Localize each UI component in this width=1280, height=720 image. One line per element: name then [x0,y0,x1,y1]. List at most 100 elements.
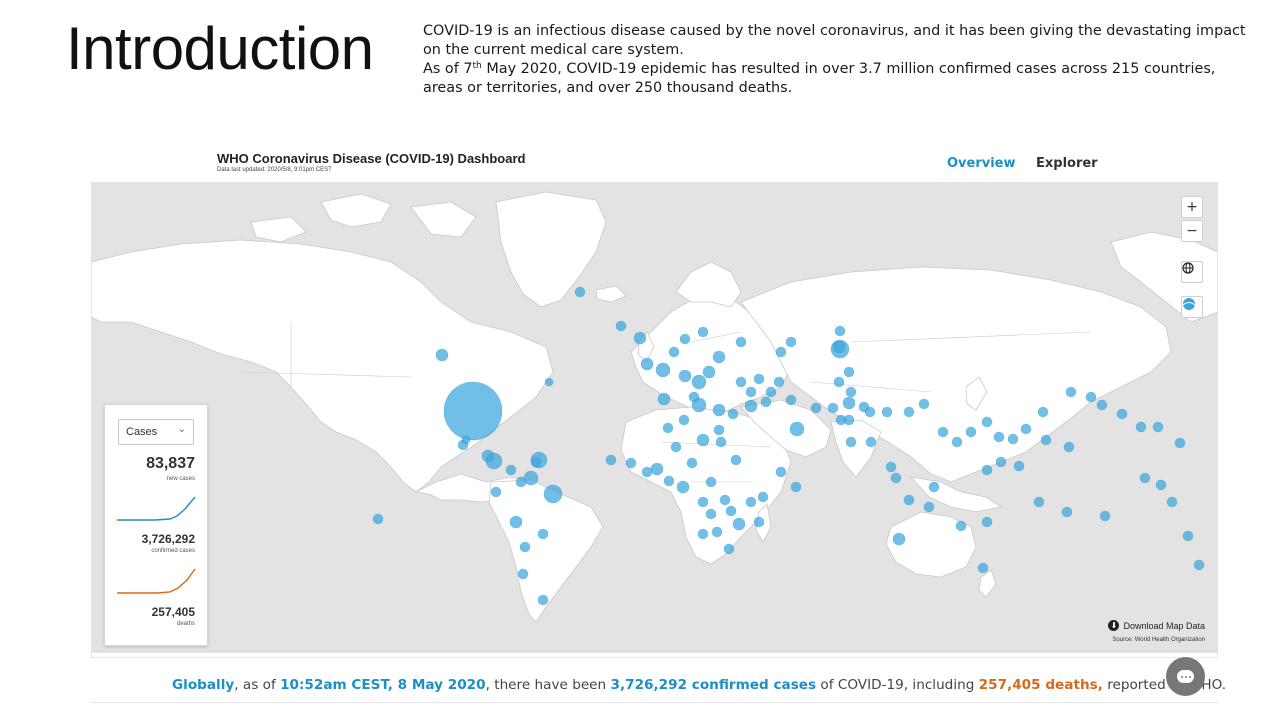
case-bubble[interactable] [775,466,787,478]
case-bubble[interactable] [515,476,527,488]
case-bubble[interactable] [1166,496,1178,508]
case-bubble[interactable] [892,532,906,546]
case-bubble[interactable] [937,426,949,438]
case-bubble[interactable] [1096,399,1108,411]
nav-overview-link[interactable]: Overview [947,156,1016,171]
case-bubble[interactable] [918,398,930,410]
case-bubble[interactable] [981,464,993,476]
case-bubble[interactable] [753,373,765,385]
case-bubble[interactable] [702,365,716,379]
case-bubble[interactable] [712,350,726,364]
case-bubble[interactable] [928,481,940,493]
case-bubble[interactable] [544,377,554,387]
case-bubble[interactable] [1152,421,1164,433]
case-bubble[interactable] [745,386,757,398]
case-bubble[interactable] [1065,386,1077,398]
case-bubble[interactable] [981,416,993,428]
case-bubble[interactable] [760,396,772,408]
case-bubble[interactable] [605,454,617,466]
case-bubble[interactable] [711,526,723,538]
case-bubble[interactable] [790,481,802,493]
globe-button[interactable] [1181,261,1203,283]
case-bubble[interactable] [537,528,549,540]
case-bubble[interactable] [757,491,769,503]
case-bubble[interactable] [993,431,1005,443]
case-bubble[interactable] [1037,406,1049,418]
case-bubble[interactable] [640,357,654,371]
case-bubble[interactable] [865,436,877,448]
case-bubble[interactable] [834,325,846,337]
case-bubble[interactable] [678,369,692,383]
case-bubble[interactable] [723,543,735,555]
case-bubble[interactable] [730,454,742,466]
case-bubble[interactable] [676,480,690,494]
case-bubble[interactable] [744,399,758,413]
case-bubble[interactable] [443,381,503,441]
case-bubble[interactable] [697,528,709,540]
case-bubble[interactable] [1139,472,1151,484]
case-bubble[interactable] [633,331,647,345]
case-bubble[interactable] [662,422,674,434]
case-bubble[interactable] [789,421,805,437]
case-bubble[interactable] [885,461,897,473]
case-bubble[interactable] [981,516,993,528]
case-bubble[interactable] [843,366,855,378]
case-bubble[interactable] [530,456,542,468]
case-bubble[interactable] [775,346,787,358]
case-bubble[interactable] [712,403,726,417]
case-bubble[interactable] [845,436,857,448]
case-bubble[interactable] [785,394,797,406]
case-bubble[interactable] [827,402,839,414]
case-bubble[interactable] [485,452,503,470]
case-bubble[interactable] [765,386,777,398]
zoom-out-button[interactable]: − [1181,220,1203,242]
download-map-data-button[interactable]: ⬇ Download Map Data [1108,620,1205,631]
case-bubble[interactable] [650,462,664,476]
case-bubble[interactable] [435,348,449,362]
case-bubble[interactable] [641,466,653,478]
case-bubble[interactable] [657,392,671,406]
case-bubble[interactable] [719,494,731,506]
case-bubble[interactable] [663,475,675,487]
chat-button[interactable] [1166,657,1205,696]
case-bubble[interactable] [509,515,523,529]
case-bubble[interactable] [574,286,586,298]
case-bubble[interactable] [773,376,785,388]
case-bubble[interactable] [735,336,747,348]
case-bubble[interactable] [705,508,717,520]
case-bubble[interactable] [842,396,856,410]
case-bubble[interactable] [1061,506,1073,518]
case-bubble[interactable] [727,408,739,420]
case-bubble[interactable] [1033,496,1045,508]
case-bubble[interactable] [810,402,822,414]
case-bubble[interactable] [890,472,902,484]
case-bubble[interactable] [955,520,967,532]
case-bubble[interactable] [1174,437,1186,449]
case-bubble[interactable] [753,516,765,528]
case-bubble[interactable] [705,476,717,488]
case-bubble[interactable] [668,346,680,358]
case-bubble[interactable] [1193,559,1205,571]
case-bubble[interactable] [977,562,989,574]
case-bubble[interactable] [1155,479,1167,491]
case-bubble[interactable] [745,496,757,508]
case-bubble[interactable] [923,501,935,513]
case-bubble[interactable] [697,496,709,508]
case-bubble[interactable] [725,505,737,517]
case-bubble[interactable] [490,486,502,498]
case-bubble[interactable] [785,336,797,348]
case-bubble[interactable] [537,594,549,606]
case-bubble[interactable] [655,362,671,378]
case-bubble[interactable] [951,436,963,448]
case-bubble[interactable] [678,414,690,426]
case-bubble[interactable] [691,374,707,390]
case-bubble[interactable] [1116,408,1128,420]
case-bubble[interactable] [715,436,727,448]
layers-button[interactable] [1181,296,1203,318]
map-canvas[interactable] [91,182,1218,658]
case-bubble[interactable] [517,568,529,580]
case-bubble[interactable] [615,320,627,332]
case-bubble[interactable] [1099,510,1111,522]
case-bubble[interactable] [1182,530,1194,542]
case-bubble[interactable] [995,456,1007,468]
